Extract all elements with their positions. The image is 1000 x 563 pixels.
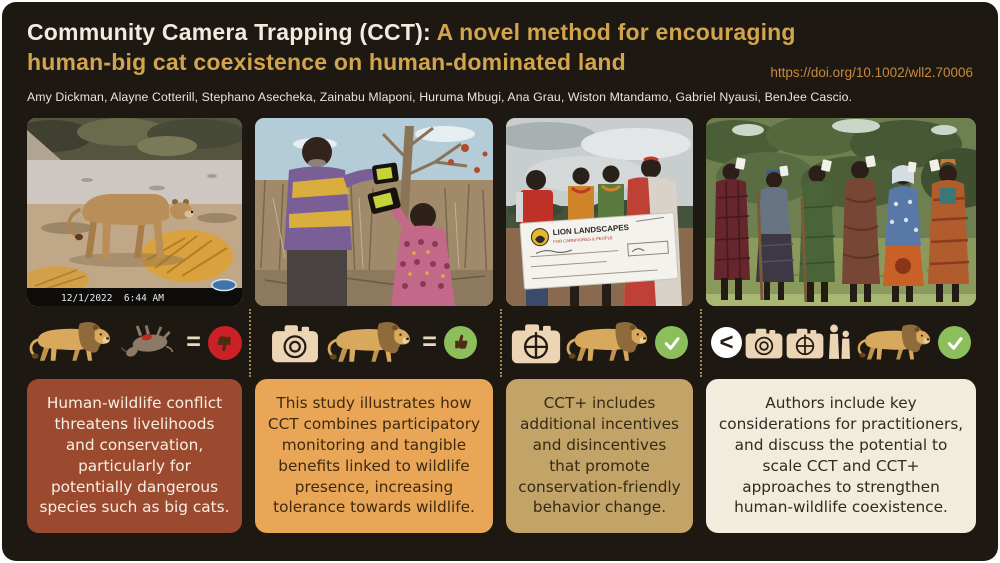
title-accent-line2: human-big cat coexistence on human-domin… — [27, 49, 626, 76]
figure-3 — [799, 159, 836, 302]
check-badge — [938, 326, 971, 360]
lion-icon — [325, 318, 415, 368]
summary-box-conflict-text: Human-wildlife conflict threatens liveli… — [39, 394, 230, 517]
doi-link[interactable]: https://doi.org/10.1002/wll2.70006 — [770, 65, 973, 80]
photo-voucher-recipients — [706, 117, 976, 306]
timestamp-bar — [27, 287, 242, 306]
lioness-figure — [67, 193, 194, 259]
summary-box-cct-plus: CCT+ includes additional incentives and … — [506, 378, 693, 533]
header: Community Camera Trapping (CCT): A novel… — [2, 2, 998, 104]
thumbs-up-badge — [443, 326, 477, 360]
summary-boxes: Human-wildlife conflict threatens liveli… — [2, 378, 998, 533]
photo-cheque-presentation: LION LANDSCAPES FOR CARNIVORES & PEOPLE — [506, 117, 693, 306]
lion-icon — [855, 321, 935, 365]
figure-6 — [928, 158, 970, 302]
cameratrap-lion-illustration: 12/1/2022 6:44 AM — [27, 117, 242, 306]
lion-icon — [27, 318, 115, 367]
man-figure — [284, 136, 383, 306]
summary-box-conflict: Human-wildlife conflict threatens liveli… — [27, 378, 242, 533]
author-list: Amy Dickman, Alayne Cotterill, Stephano … — [27, 89, 853, 104]
summary-box-cct: This study illustrates how CCT combines … — [255, 378, 493, 533]
camera-plus-icon — [786, 327, 824, 359]
check-icon — [943, 331, 967, 355]
check-badge — [655, 326, 688, 360]
summary-box-scaling: Authors include key considerations for p… — [706, 378, 976, 533]
photo-cameratrap-lion: 12/1/2022 6:44 AM — [27, 117, 242, 306]
thumbs-down-icon — [214, 332, 236, 354]
camera-plus-icon — [511, 322, 561, 364]
giant-cheque: LION LANDSCAPES FOR CARNIVORES & PEOPLE — [519, 212, 679, 290]
figure-4 — [842, 155, 880, 302]
icon-group-cct: = — [255, 308, 502, 377]
camera-icon — [271, 323, 319, 363]
title-line-1: Community Camera Trapping (CCT): A novel… — [27, 17, 973, 47]
people-icon — [827, 323, 852, 362]
summary-box-scaling-text: Authors include key considerations for p… — [718, 394, 964, 517]
camera-icon — [745, 327, 783, 359]
icon-group-conflict: = — [27, 308, 251, 377]
photo-strip: 12/1/2022 6:44 AM — [2, 117, 998, 306]
cheque-presentation-illustration: LION LANDSCAPES FOR CARNIVORES & PEOPLE — [506, 117, 693, 306]
dead-livestock-icon — [121, 323, 179, 362]
less-than-badge: < — [711, 327, 742, 359]
figure-5 — [883, 161, 924, 302]
title-primary: Community Camera Trapping (CCT): — [27, 19, 437, 45]
title-accent-line1: A novel method for encouraging — [436, 19, 796, 45]
check-icon — [660, 331, 684, 355]
summary-box-cct-text: This study illustrates how CCT combines … — [267, 394, 481, 517]
icon-group-cct-plus — [506, 308, 702, 377]
voucher-recipients-illustration — [706, 117, 976, 306]
solar-light-on-tree — [372, 162, 399, 184]
woman-figure — [389, 201, 455, 306]
figure-2 — [756, 165, 795, 300]
summary-box-cct-plus-text: CCT+ includes additional incentives and … — [518, 394, 681, 517]
cheque-subtitle: FOR CARNIVORES & PEOPLE — [553, 235, 613, 244]
lion-icon — [564, 318, 652, 367]
solar-lights-illustration — [255, 117, 493, 306]
camera-brand-logo — [211, 278, 237, 291]
figure-1 — [714, 157, 751, 300]
page-title: Community Camera Trapping (CCT): A novel… — [27, 17, 973, 78]
photo-solar-lights — [255, 117, 493, 306]
equals-symbol: = — [422, 328, 437, 357]
icon-equation-row: = = < — [2, 308, 998, 377]
thumbs-up-icon — [450, 332, 471, 353]
equals-symbol: = — [186, 328, 201, 357]
thumbs-down-badge — [207, 325, 242, 360]
solar-light-held — [367, 187, 401, 214]
timestamp-text: 12/1/2022 6:44 AM — [61, 293, 164, 304]
icon-group-scaling: < — [706, 311, 976, 375]
